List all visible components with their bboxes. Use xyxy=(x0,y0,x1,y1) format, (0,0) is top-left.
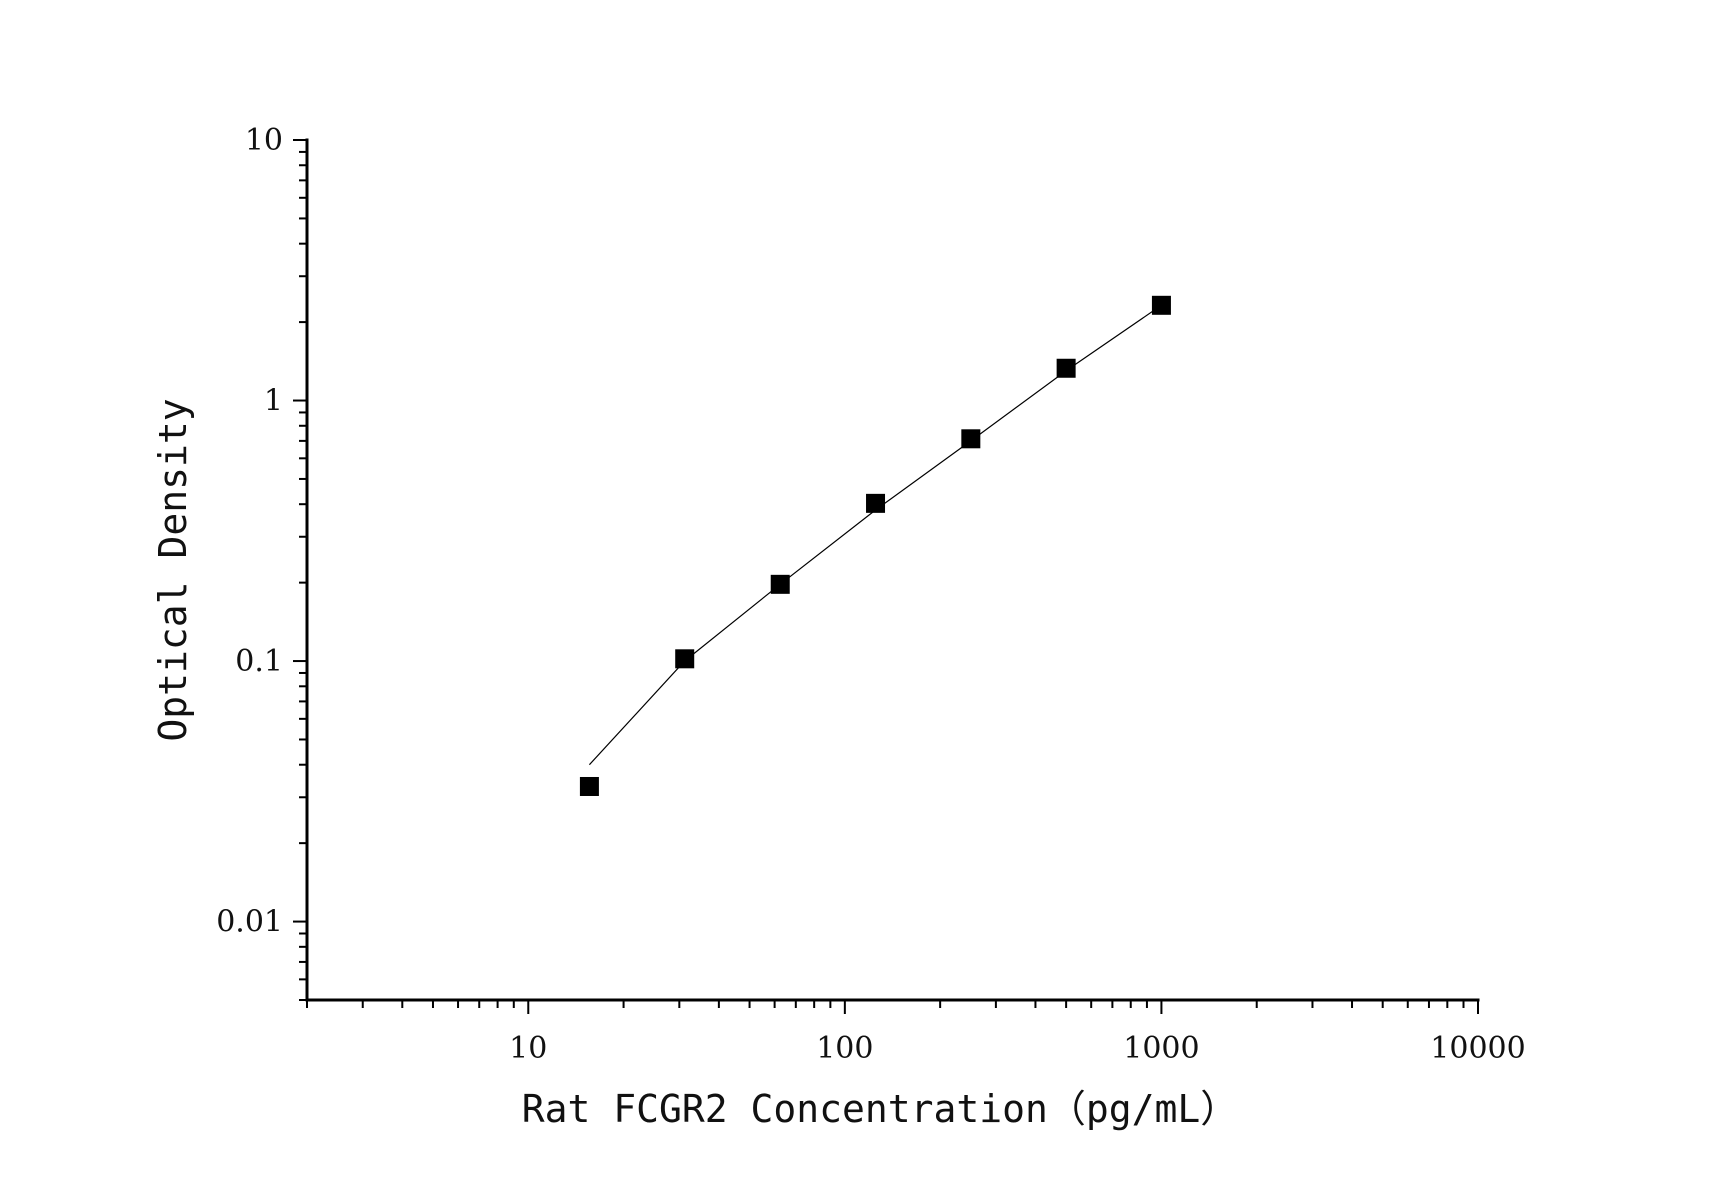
x-axis-ticks xyxy=(306,1000,1479,1014)
x-tick-label: 10 xyxy=(509,1031,547,1066)
axes xyxy=(305,138,1480,1002)
y-tick-label: 0.1 xyxy=(235,644,283,679)
data-point xyxy=(1151,295,1171,315)
data-point xyxy=(770,574,790,594)
y-tick-label: 0.01 xyxy=(216,905,283,940)
data-point xyxy=(675,649,695,669)
y-tick-label: 10 xyxy=(245,123,283,158)
x-tick-label: 100 xyxy=(816,1031,873,1066)
data-point xyxy=(961,429,981,449)
data-point xyxy=(579,776,599,796)
data-point xyxy=(1056,358,1076,378)
x-tick-label: 1000 xyxy=(1123,1031,1199,1066)
y-axis-ticks xyxy=(293,139,307,1001)
y-tick-label: 1 xyxy=(264,384,283,419)
data-points xyxy=(579,295,1171,796)
x-axis-title: Rat FCGR2 Concentration（pg/mL） xyxy=(522,1087,1239,1131)
y-axis-tick-labels: 0.01 0.1 1 10 xyxy=(216,123,283,940)
data-point xyxy=(866,493,886,513)
x-tick-label: 10000 xyxy=(1430,1031,1525,1066)
x-axis-tick-labels: 10 100 1000 10000 xyxy=(509,1031,1526,1066)
y-axis-title: Optical Density xyxy=(151,398,195,741)
